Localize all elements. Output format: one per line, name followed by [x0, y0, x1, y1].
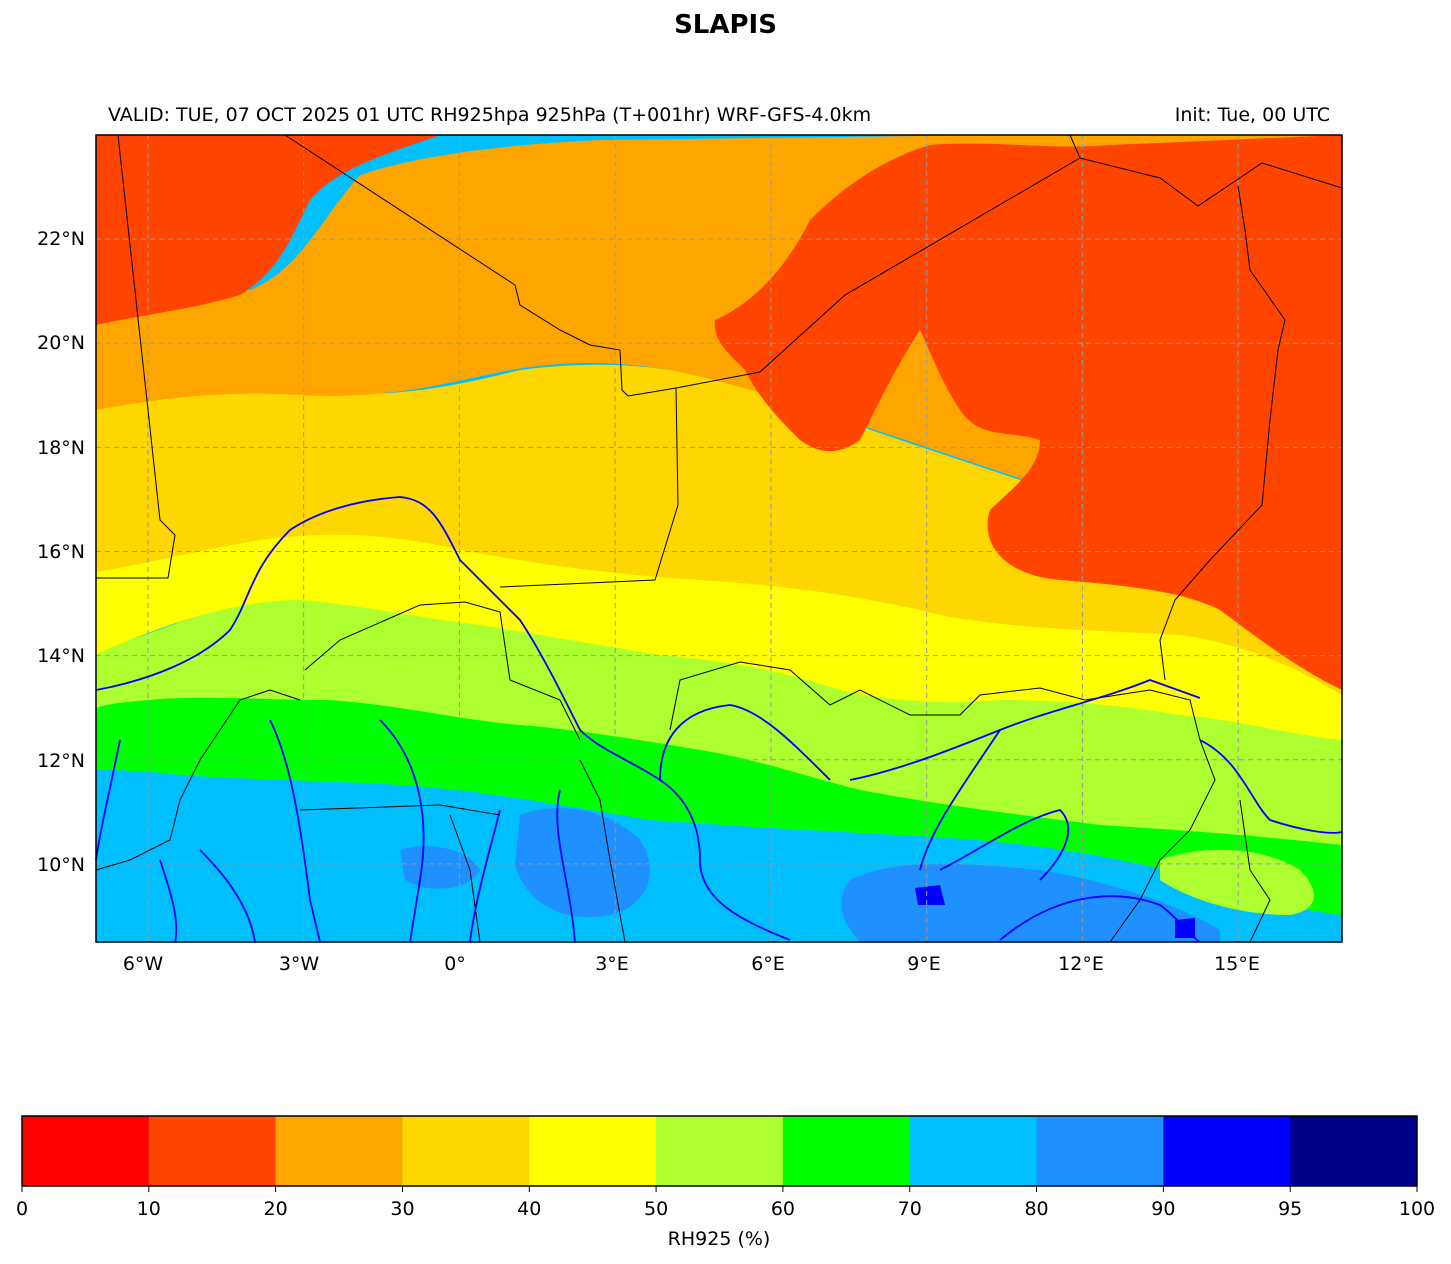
colorbar-tick-label: 0 — [16, 1198, 28, 1220]
rh-band-60-70 — [96, 688, 1342, 915]
rh-band-30-40 — [96, 364, 1342, 695]
lon-tick-label: 9°E — [907, 953, 941, 975]
colorbar-frame — [21, 1115, 1418, 1187]
colorbar-swatch — [909, 1116, 1038, 1186]
colorbar-tick-label: 80 — [1024, 1198, 1048, 1220]
lon-tick-labels: 6°W 3°W 0° 3°E 6°E 9°E 12°E 15°E — [123, 953, 1260, 975]
rh-band-80-90 — [400, 808, 1220, 942]
rh-field — [96, 135, 1342, 942]
rh-band-50-60 — [96, 599, 1342, 915]
page-title: SLAPIS — [674, 10, 777, 40]
rh-band-10-20 — [96, 135, 1342, 690]
colorbar-tick-label: 60 — [771, 1198, 795, 1220]
colorbar-tick-label: 70 — [898, 1198, 922, 1220]
lat-tick-label: 18°N — [37, 437, 85, 459]
country-borders — [95, 134, 1343, 943]
lat-tick-label: 14°N — [37, 645, 85, 667]
lon-tick-label: 0° — [444, 953, 466, 975]
colorbar-swatch — [656, 1116, 784, 1186]
colorbar-swatch — [1163, 1116, 1291, 1186]
colorbar-tick-label: 50 — [644, 1198, 668, 1220]
lon-tick-label: 6°E — [751, 953, 785, 975]
rh-band-40-50 — [96, 529, 1342, 740]
colorbar-label: RH925 (%) — [668, 1228, 771, 1250]
rivers — [95, 496, 1343, 943]
colorbar: 0 10 20 30 40 50 60 70 80 90 95 100 — [16, 1115, 1435, 1220]
map-grid — [96, 135, 1342, 942]
colorbar-swatch — [1036, 1116, 1164, 1186]
subtitle-left: VALID: TUE, 07 OCT 2025 01 UTC RH925hpa … — [108, 104, 872, 126]
lat-tick-label: 12°N — [37, 750, 85, 772]
colorbar-swatch — [1290, 1116, 1418, 1186]
colorbar-tick-label: 95 — [1278, 1198, 1302, 1220]
colorbar-swatch — [275, 1116, 403, 1186]
colorbar-tick-label: 10 — [137, 1198, 161, 1220]
map-frame — [95, 134, 1343, 943]
lon-tick-label: 6°W — [123, 953, 164, 975]
subtitle-right: Init: Tue, 00 UTC — [1174, 104, 1330, 126]
colorbar-swatch — [402, 1116, 530, 1186]
colorbar-swatch — [529, 1116, 657, 1186]
lon-tick-label: 3°E — [595, 953, 629, 975]
lat-tick-label: 16°N — [37, 541, 85, 563]
lon-tick-label: 3°W — [279, 953, 320, 975]
lat-tick-label: 22°N — [37, 228, 85, 250]
lon-tick-label: 15°E — [1214, 953, 1260, 975]
colorbar-tick-label: 40 — [517, 1198, 541, 1220]
lat-tick-label: 20°N — [37, 332, 85, 354]
colorbar-swatch — [782, 1116, 911, 1186]
lat-tick-labels: 22°N 20°N 18°N 16°N 14°N 12°N 10°N — [37, 228, 85, 876]
lon-tick-label: 12°E — [1058, 953, 1104, 975]
colorbar-swatch — [148, 1116, 277, 1186]
colorbar-tick-label: 90 — [1151, 1198, 1175, 1220]
colorbar-tick-label: 30 — [390, 1198, 414, 1220]
colorbar-tick-label: 20 — [264, 1198, 288, 1220]
colorbar-tick-label: 100 — [1399, 1198, 1435, 1220]
colorbar-swatch — [22, 1116, 150, 1186]
lat-tick-label: 10°N — [37, 854, 85, 876]
